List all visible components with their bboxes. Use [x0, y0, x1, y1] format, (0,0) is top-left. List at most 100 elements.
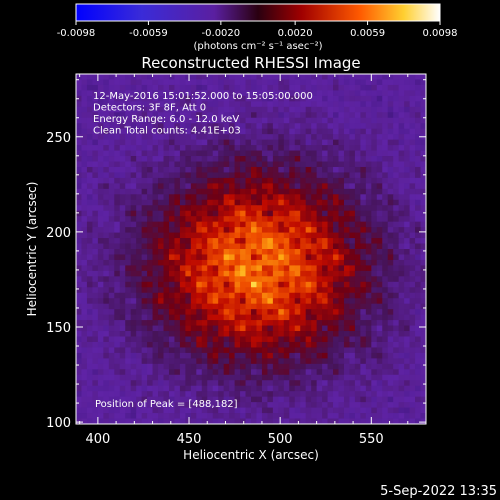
- heatmap-cell: [92, 243, 99, 250]
- heatmap-cell: [393, 156, 400, 162]
- heatmap-cell: [207, 221, 214, 228]
- heatmap-cell: [283, 298, 290, 305]
- heatmap-cell: [349, 363, 356, 370]
- heatmap-cell: [125, 385, 132, 392]
- heatmap-cell: [354, 325, 361, 332]
- heatmap-cell: [114, 188, 121, 195]
- heatmap-cell: [387, 298, 394, 305]
- heatmap-cell: [371, 106, 378, 113]
- heatmap-cell: [300, 254, 307, 261]
- heatmap-cell: [338, 265, 345, 272]
- colorbar-ticks: -0.0098 -0.0059 -0.0020 0.0020 0.0059 0.0098: [57, 21, 458, 39]
- heatmap-cell: [283, 276, 290, 283]
- heatmap-cell: [108, 352, 115, 359]
- heatmap-cell: [240, 331, 246, 337]
- heatmap-cell: [404, 166, 410, 173]
- heatmap-cell: [404, 161, 410, 168]
- heatmap-cell: [289, 84, 296, 91]
- heatmap-cell: [387, 287, 394, 294]
- heatmap-cell: [316, 259, 323, 266]
- heatmap-cell: [240, 183, 246, 190]
- heatmap-cell: [119, 270, 126, 277]
- heatmap-cell: [234, 363, 241, 370]
- heatmap-cell: [376, 407, 383, 414]
- heatmap-cell: [376, 238, 383, 244]
- heatmap-cell: [92, 265, 99, 272]
- heatmap-cell: [376, 309, 383, 316]
- heatmap-cell: [300, 156, 307, 162]
- heatmap-cell: [393, 238, 400, 244]
- heatmap-cell: [409, 347, 416, 354]
- heatmap-cell: [207, 374, 214, 381]
- heatmap-cell: [168, 369, 175, 376]
- heatmap-cell: [245, 369, 252, 376]
- heatmap-cell: [333, 216, 339, 223]
- heatmap-cell: [158, 117, 164, 124]
- heatmap-cell: [234, 358, 241, 365]
- heatmap-cell: [240, 95, 246, 102]
- heatmap-cell: [125, 402, 132, 408]
- heatmap-cell: [196, 314, 203, 321]
- heatmap-cell: [316, 90, 323, 97]
- heatmap-cell: [223, 84, 230, 91]
- heatmap-cell: [130, 106, 137, 113]
- heatmap-cell: [272, 216, 279, 223]
- heatmap-cell: [196, 374, 203, 381]
- heatmap-cell: [256, 74, 263, 80]
- heatmap-cell: [223, 227, 230, 233]
- heatmap-cell: [234, 161, 241, 168]
- heatmap-cell: [404, 369, 410, 376]
- heatmap-cell: [338, 238, 345, 244]
- heatmap-cell: [365, 101, 372, 108]
- heatmap-cell: [86, 380, 93, 387]
- heatmap-cell: [305, 352, 312, 359]
- heatmap-cell: [125, 177, 132, 184]
- heatmap-cell: [103, 281, 110, 288]
- heatmap-cell: [103, 325, 110, 332]
- heatmap-cell: [327, 358, 334, 365]
- heatmap-cell: [300, 117, 307, 124]
- heatmap-cell: [196, 254, 203, 261]
- heatmap-cell: [212, 380, 219, 387]
- heatmap-cell: [382, 199, 389, 206]
- heatmap-cell: [130, 385, 137, 392]
- heatmap-cell: [147, 265, 153, 272]
- heatmap-cell: [349, 139, 356, 146]
- heatmap-cell: [261, 166, 268, 173]
- heatmap-cell: [415, 287, 421, 294]
- heatmap-cell: [256, 123, 263, 130]
- heatmap-cell: [201, 287, 208, 294]
- heatmap-cell: [92, 150, 99, 157]
- heatmap-cell: [376, 380, 383, 387]
- heatmap-cell: [316, 84, 323, 91]
- heatmap-cell: [86, 232, 93, 239]
- heatmap-cell: [404, 352, 410, 359]
- heatmap-cell: [327, 106, 334, 113]
- heatmap-cell: [289, 128, 296, 135]
- heatmap-cell: [229, 402, 235, 408]
- heatmap-cell: [256, 363, 263, 370]
- heatmap-cell: [240, 166, 246, 173]
- heatmap-cell: [147, 210, 153, 217]
- heatmap-cell: [338, 402, 345, 408]
- heatmap-cell: [393, 407, 400, 414]
- heatmap-cell: [261, 145, 268, 151]
- heatmap-cell: [229, 128, 235, 135]
- heatmap-cell: [174, 347, 181, 354]
- heatmap-cell: [371, 194, 378, 201]
- heatmap-cell: [371, 281, 378, 288]
- heatmap-cell: [234, 374, 241, 381]
- heatmap-cell: [234, 413, 241, 419]
- heatmap-cell: [404, 407, 410, 414]
- heatmap-cell: [229, 227, 235, 233]
- heatmap-cell: [278, 128, 285, 135]
- heatmap-cell: [294, 172, 301, 179]
- heatmap-cell: [97, 380, 104, 387]
- heatmap-cell: [300, 194, 307, 201]
- heatmap-cell: [360, 227, 367, 233]
- heatmap-cell: [103, 402, 110, 408]
- heatmap-cell: [409, 139, 416, 146]
- heatmap-cell: [152, 172, 159, 179]
- heatmap-cell: [119, 298, 126, 305]
- heatmap-cell: [278, 413, 285, 419]
